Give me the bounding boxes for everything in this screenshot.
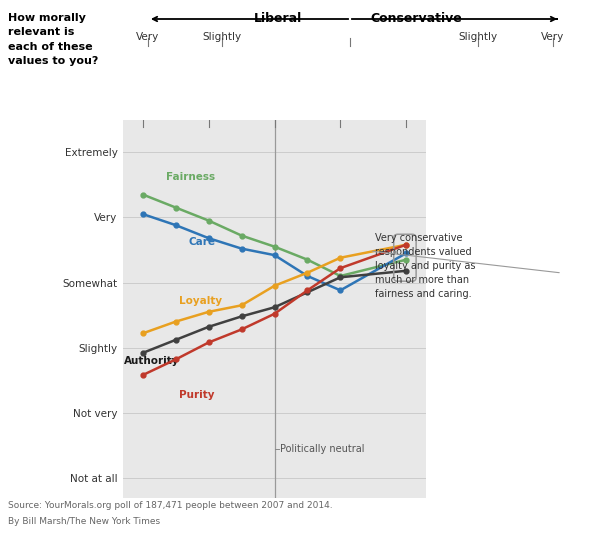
Text: Loyalty: Loyalty [179,296,222,306]
Text: Liberal: Liberal [254,12,302,26]
Text: Purity: Purity [179,390,214,400]
Text: Politically neutral: Politically neutral [280,444,364,454]
Text: Very: Very [136,32,160,42]
Text: Source: YourMorals.org poll of 187,471 people between 2007 and 2014.: Source: YourMorals.org poll of 187,471 p… [8,501,332,510]
Text: Slightly: Slightly [458,32,497,42]
Text: Fairness: Fairness [166,172,215,182]
Text: Very conservative
respondents valued
loyalty and purity as
much or more than
fai: Very conservative respondents valued loy… [375,233,476,299]
Text: Slightly: Slightly [202,32,242,42]
Text: Conservative: Conservative [370,12,462,26]
Text: By Bill Marsh/The New York Times: By Bill Marsh/The New York Times [8,517,160,526]
Text: Very: Very [541,32,565,42]
Text: Authority: Authority [124,356,180,366]
Text: Care: Care [189,237,216,247]
Text: How morally
relevant is
each of these
values to you?: How morally relevant is each of these va… [8,13,98,66]
